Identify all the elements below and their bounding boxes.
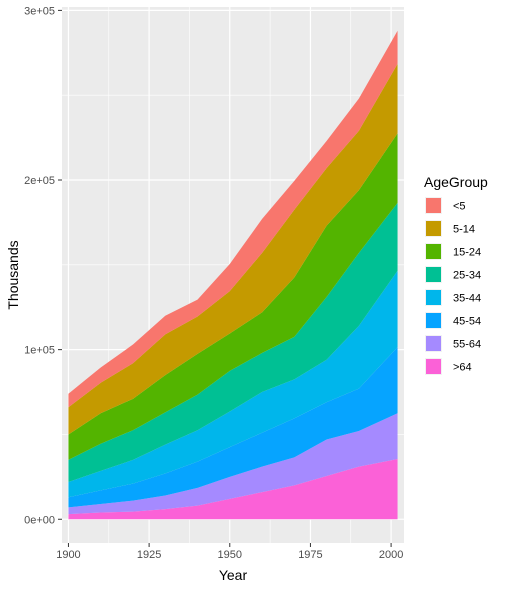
y-axis-title: Thousands [5, 240, 21, 309]
legend-title: AgeGroup [424, 174, 488, 190]
legend-label-25-34: 25-34 [453, 270, 481, 282]
legend-swatch-under-5 [426, 198, 441, 213]
x-tick-label: 2000 [379, 549, 403, 561]
legend-label-55-64: 55-64 [453, 339, 481, 351]
legend-swatch-15-24 [426, 244, 441, 259]
legend-label-over-64: >64 [453, 362, 472, 374]
x-tick-label: 1975 [298, 549, 322, 561]
legend-swatch-55-64 [426, 336, 441, 351]
y-tick-label: 2e+05 [24, 175, 55, 187]
x-tick-label: 1900 [56, 549, 80, 561]
legend-label-35-44: 35-44 [453, 293, 481, 305]
legend-swatch-45-54 [426, 313, 441, 328]
legend-swatch-5-14 [426, 221, 441, 236]
y-tick-label: 3e+05 [24, 5, 55, 17]
legend: AgeGroup <5 5-14 15-24 25-34 35-44 45-54 55-64… [424, 174, 488, 375]
x-axis: 1900 1925 1950 1975 2000 [56, 543, 403, 561]
legend-label-5-14: 5-14 [453, 224, 475, 236]
legend-swatch-over-64 [426, 359, 441, 374]
y-axis: 0e+00 1e+05 2e+05 3e+05 [24, 5, 62, 526]
y-tick-label: 0e+00 [24, 514, 55, 526]
legend-label-45-54: 45-54 [453, 316, 481, 328]
x-tick-label: 1925 [137, 549, 161, 561]
legend-swatch-35-44 [426, 290, 441, 305]
legend-label-15-24: 15-24 [453, 247, 481, 259]
legend-label-under-5: <5 [453, 201, 466, 213]
legend-swatch-25-34 [426, 267, 441, 282]
x-tick-label: 1950 [218, 549, 242, 561]
x-axis-title: Year [219, 567, 248, 583]
y-tick-label: 1e+05 [24, 345, 55, 357]
